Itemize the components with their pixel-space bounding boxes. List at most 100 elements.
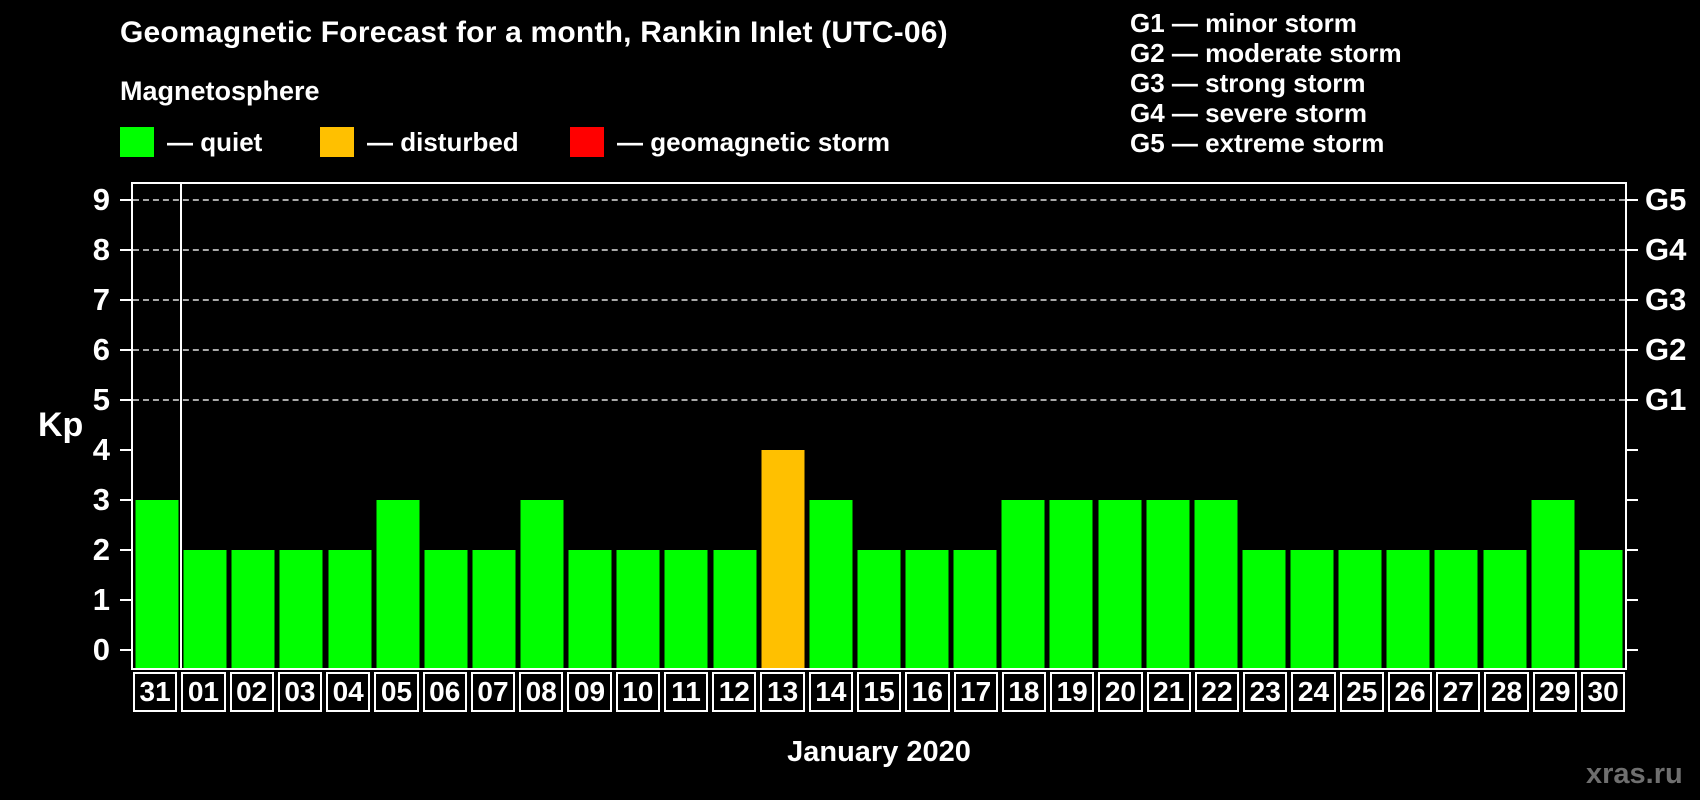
right-tick-kp4: [1627, 449, 1638, 451]
day-label-22: 22: [1194, 672, 1240, 712]
bar-day-08: [520, 500, 564, 668]
left-tick-kp0: [120, 649, 131, 651]
bar-day-17: [953, 550, 997, 668]
day-label-12: 12: [712, 672, 757, 712]
bar-series: [133, 184, 1625, 668]
x-axis-title: January 2020: [787, 736, 971, 768]
day-label-13: 13: [760, 672, 805, 712]
geomagnetic-storm-color-swatch: [570, 127, 604, 157]
y-axis-label-kp9: 9: [92, 182, 110, 217]
bar-column-08: [518, 184, 566, 668]
bar-column-09: [566, 184, 614, 668]
right-tick-kp8: [1627, 249, 1638, 251]
bar-column-14: [807, 184, 855, 668]
bar-column-04: [326, 184, 374, 668]
y-axis-label-kp5: 5: [92, 382, 110, 417]
day-label-05: 05: [374, 672, 419, 712]
bar-column-23: [1240, 184, 1288, 668]
day-label-23: 23: [1243, 672, 1288, 712]
day-label-04: 04: [326, 672, 371, 712]
bar-day-15: [857, 550, 901, 668]
right-tick-kp5: [1627, 399, 1638, 401]
day-label-19: 19: [1050, 672, 1095, 712]
day-label-27: 27: [1436, 672, 1481, 712]
legend-item-disturbed: — disturbed: [320, 126, 519, 158]
bar-column-02: [229, 184, 277, 668]
left-tick-kp8: [120, 249, 131, 251]
day-label-03: 03: [277, 672, 323, 712]
day-label-08: 08: [519, 672, 564, 712]
watermark: xras.ru: [1586, 758, 1683, 790]
day-label-28: 28: [1484, 672, 1529, 712]
bar-day-19: [1049, 500, 1093, 668]
y-axis-label-kp4: 4: [92, 432, 110, 467]
day-label-02: 02: [229, 672, 274, 712]
left-tick-kp9: [120, 199, 131, 201]
day-label-17: 17: [953, 672, 998, 712]
bar-day-24: [1290, 550, 1334, 668]
plot-area: [131, 182, 1627, 670]
day-label-25: 25: [1339, 672, 1384, 712]
right-tick-kp9: [1627, 199, 1638, 201]
gridline-kp9: [133, 199, 1625, 201]
g-legend-line-1: G1 — minor storm: [1130, 8, 1357, 38]
right-axis-label-g2: G2: [1645, 332, 1687, 367]
bar-column-17: [951, 184, 999, 668]
bar-day-26: [1386, 550, 1430, 668]
gridline-kp5: [133, 399, 1625, 401]
bar-day-18: [1001, 500, 1045, 668]
bar-column-22: [1192, 184, 1240, 668]
bar-column-11: [662, 184, 710, 668]
day-label-10: 10: [615, 672, 660, 712]
bar-column-20: [1096, 184, 1144, 668]
bar-column-16: [903, 184, 951, 668]
bar-day-29: [1531, 500, 1575, 668]
legend-item-geomagnetic-storm: — geomagnetic storm: [570, 126, 890, 158]
right-tick-kp3: [1627, 499, 1638, 501]
g-scale-legend: G1 — minor storm G2 — moderate storm G3 — …: [1130, 8, 1402, 158]
legend-label-geomagnetic-storm: — geomagnetic storm: [617, 126, 891, 157]
bar-day-23: [1242, 550, 1286, 668]
left-tick-kp6: [120, 349, 131, 351]
quiet-color-swatch: [120, 127, 154, 157]
bar-day-02: [231, 550, 275, 668]
bar-column-07: [470, 184, 518, 668]
bar-column-05: [374, 184, 422, 668]
day-label-15: 15: [856, 672, 902, 712]
bar-day-31: [135, 500, 179, 668]
y-axis-title: Kp: [38, 406, 84, 444]
bar-column-24: [1288, 184, 1336, 668]
left-tick-kp1: [120, 599, 131, 601]
gridline-kp8: [133, 249, 1625, 251]
bar-day-04: [328, 550, 372, 668]
bar-column-01: [181, 184, 229, 668]
bar-column-31: [133, 184, 181, 668]
day-label-21: 21: [1146, 672, 1191, 712]
bar-column-06: [422, 184, 470, 668]
g-legend-line-2: G2 — moderate storm: [1130, 38, 1402, 68]
right-axis-label-g1: G1: [1645, 382, 1687, 417]
bar-day-13: [761, 450, 805, 668]
bar-day-01: [183, 550, 227, 668]
bar-day-20: [1098, 500, 1142, 668]
day-label-01: 01: [181, 672, 226, 712]
bar-day-14: [809, 500, 853, 668]
bar-day-12: [713, 550, 757, 668]
month-separator-line: [180, 184, 183, 668]
bar-day-03: [279, 550, 323, 668]
bar-column-19: [1047, 184, 1095, 668]
day-label-18: 18: [1001, 672, 1047, 712]
bar-column-21: [1144, 184, 1192, 668]
bar-column-28: [1481, 184, 1529, 668]
bar-column-25: [1336, 184, 1384, 668]
y-axis-label-kp1: 1: [92, 582, 110, 617]
y-axis-label-kp3: 3: [92, 482, 110, 517]
y-axis-label-kp8: 8: [92, 232, 110, 267]
x-axis-day-labels: 31 01 02 03 04 05 06 07 08 09 10 11 12 13 14 15 16 17 18 19…: [131, 672, 1627, 712]
left-tick-kp5: [120, 399, 131, 401]
bar-column-30: [1577, 184, 1625, 668]
magnetosphere-legend-title: Magnetosphere: [120, 76, 320, 106]
g-legend-line-3: G3 — strong storm: [1130, 68, 1366, 98]
day-label-09: 09: [567, 672, 612, 712]
right-axis-label-g5: G5: [1645, 182, 1687, 217]
